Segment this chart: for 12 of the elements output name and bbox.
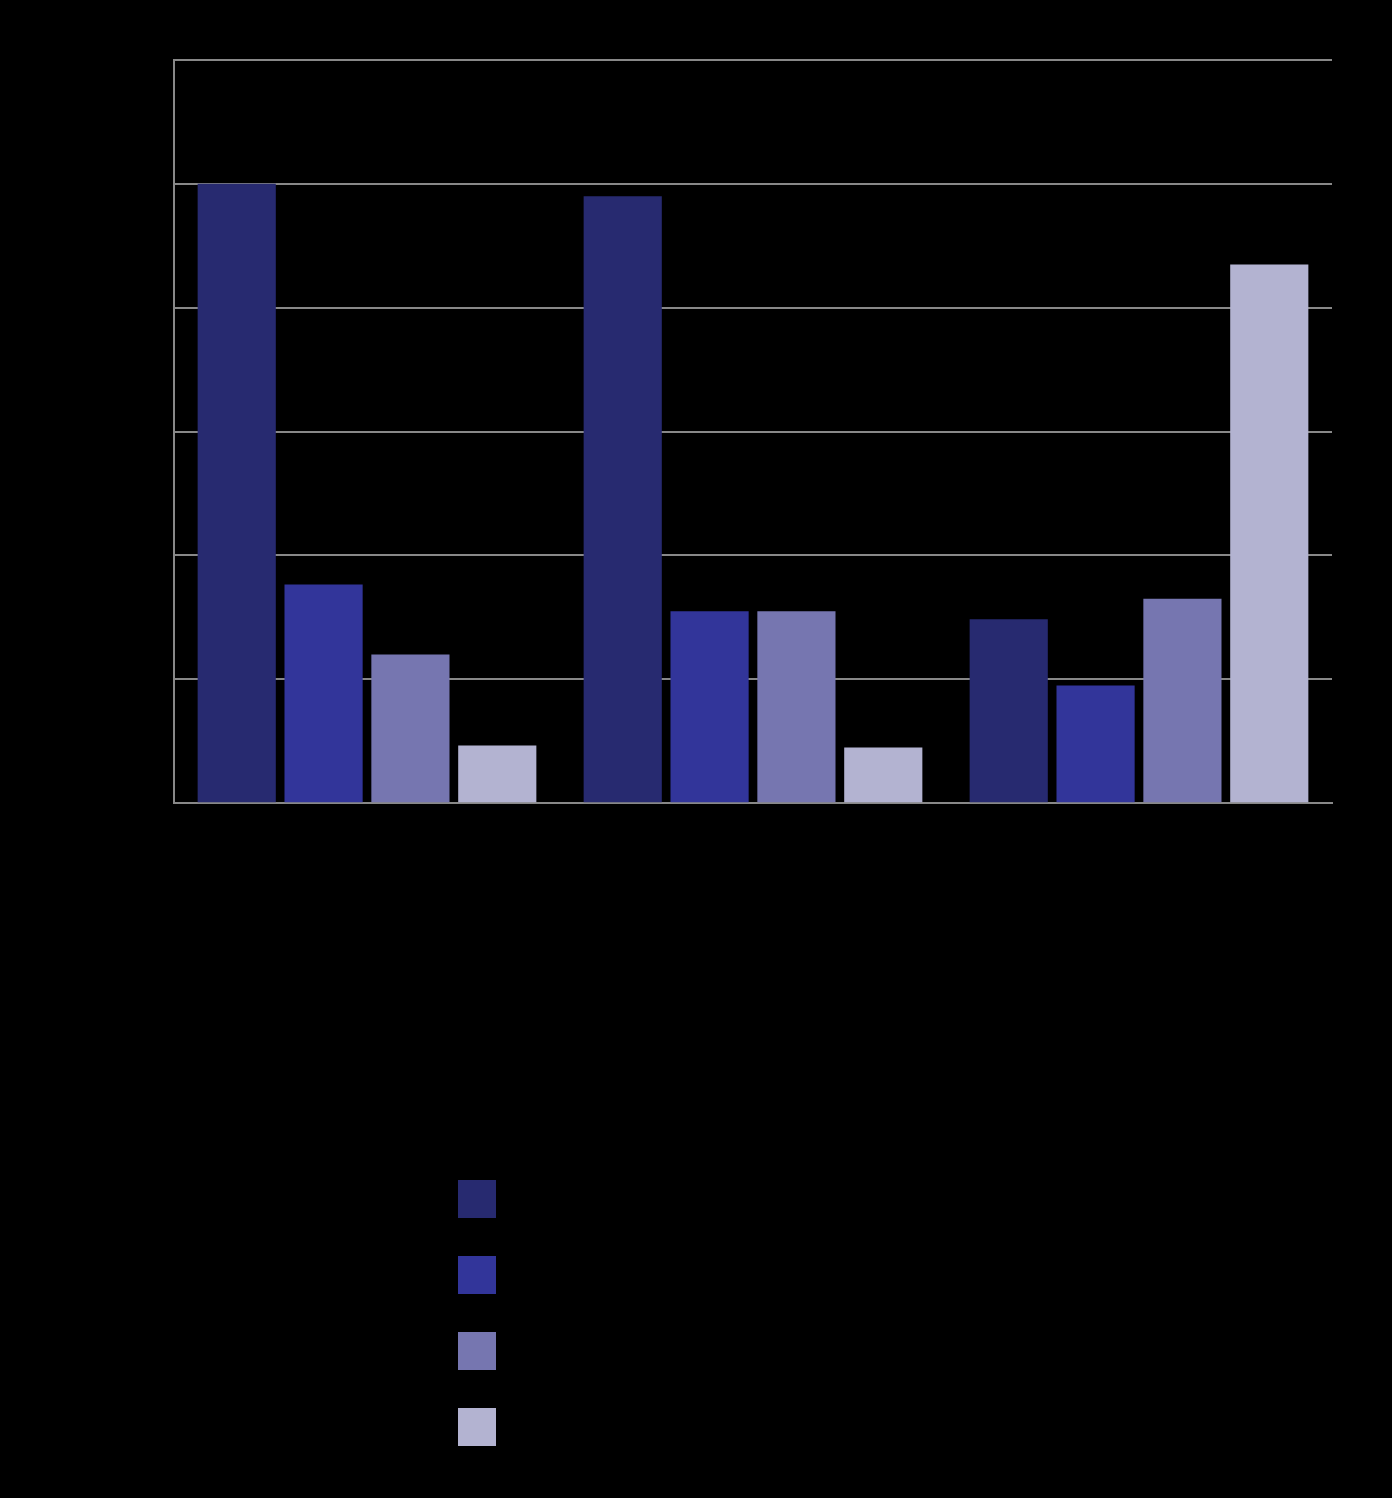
bar <box>844 747 923 803</box>
bar <box>284 584 363 803</box>
bar <box>1143 598 1222 803</box>
bar <box>670 611 749 803</box>
bar <box>1056 685 1135 803</box>
bar <box>1230 264 1309 803</box>
bar <box>197 183 276 803</box>
bar <box>969 619 1048 803</box>
bar <box>757 611 836 803</box>
bar <box>583 196 662 803</box>
bar <box>371 654 450 803</box>
bar <box>458 745 537 803</box>
